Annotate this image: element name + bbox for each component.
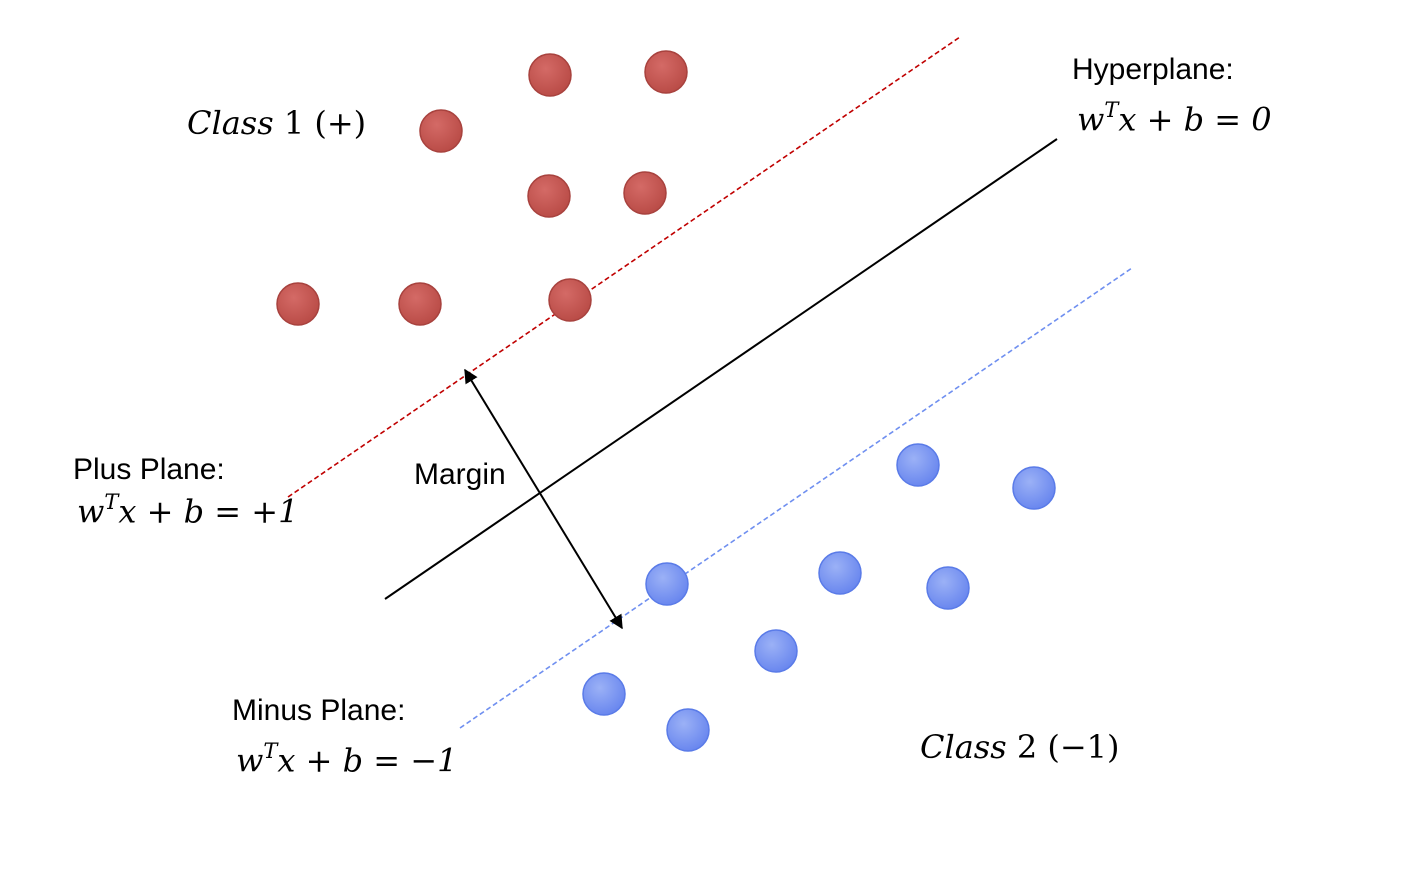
class1-label: Class 1 (+) bbox=[187, 104, 366, 142]
class1-rest: 1 (+) bbox=[273, 104, 367, 142]
class1-point bbox=[623, 171, 667, 215]
class1-point bbox=[419, 109, 463, 153]
minus-plane-eq-T: T bbox=[263, 739, 278, 763]
plus-plane-line bbox=[287, 36, 961, 498]
plus-plane-title: Plus Plane: bbox=[73, 453, 225, 486]
class2-points bbox=[582, 443, 1056, 752]
minus-plane-eq-rest: x + b = −1 bbox=[277, 741, 458, 780]
class1-point bbox=[528, 53, 572, 97]
class2-point bbox=[818, 551, 862, 595]
hyperplane-eq-rest: x + b = 0 bbox=[1118, 100, 1272, 139]
class1-word: Class bbox=[187, 104, 274, 142]
minus-plane-eq-w: w bbox=[236, 741, 264, 780]
class2-point bbox=[926, 566, 970, 610]
class1-points bbox=[276, 50, 688, 326]
margin-label: Margin bbox=[414, 458, 506, 491]
class1-point bbox=[527, 174, 571, 218]
class1-point bbox=[644, 50, 688, 94]
class1-point bbox=[548, 278, 592, 322]
minus-plane-title: Minus Plane: bbox=[232, 694, 406, 727]
class1-point bbox=[276, 282, 320, 326]
plus-plane-equation: wTx + b = +1 bbox=[77, 490, 299, 531]
hyperplane-equation: wTx + b = 0 bbox=[1077, 98, 1272, 139]
class2-point bbox=[666, 708, 710, 752]
hyperplane-eq-T: T bbox=[1104, 98, 1119, 122]
plus-plane-eq-rest: x + b = +1 bbox=[118, 492, 299, 531]
class2-point bbox=[1012, 466, 1056, 510]
minus-plane-equation: wTx + b = −1 bbox=[236, 739, 458, 780]
class2-label: Class 2 (−1) bbox=[920, 728, 1119, 766]
hyperplane-line bbox=[384, 138, 1058, 600]
class2-point bbox=[582, 672, 626, 716]
margin-arrow bbox=[464, 368, 623, 630]
hyperplane-eq-w: w bbox=[1077, 100, 1105, 139]
class2-rest: 2 (−1) bbox=[1006, 728, 1120, 766]
class2-word: Class bbox=[920, 728, 1007, 766]
hyperplane-title: Hyperplane: bbox=[1072, 53, 1234, 86]
plus-plane-eq-T: T bbox=[104, 490, 119, 514]
class1-point bbox=[398, 282, 442, 326]
class2-point bbox=[645, 562, 689, 606]
class2-point bbox=[896, 443, 940, 487]
class2-point bbox=[754, 629, 798, 673]
plus-plane-eq-w: w bbox=[77, 492, 105, 531]
